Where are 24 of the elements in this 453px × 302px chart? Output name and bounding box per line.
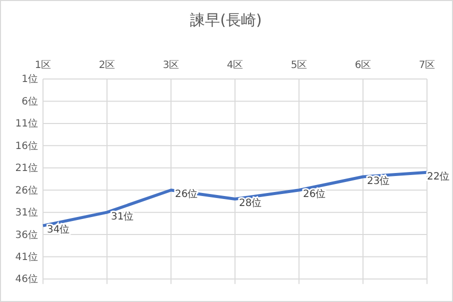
y-tick-label: 21位 bbox=[15, 162, 38, 174]
x-tick-label: 5区 bbox=[290, 60, 308, 71]
y-tick-label: 31位 bbox=[15, 206, 38, 219]
x-tick-label: 3区 bbox=[162, 60, 180, 71]
data-label: 34位 bbox=[47, 224, 70, 236]
data-label: 26位 bbox=[303, 188, 326, 200]
y-tick-label: 26位 bbox=[15, 184, 38, 196]
y-tick-label: 1位 bbox=[22, 73, 38, 86]
y-tick-label: 36位 bbox=[15, 228, 38, 241]
data-label: 22位 bbox=[427, 170, 450, 182]
data-label: 31位 bbox=[111, 210, 134, 222]
y-tick-label: 46位 bbox=[15, 273, 38, 286]
x-tick-label: 1区 bbox=[34, 60, 52, 71]
data-label: 23位 bbox=[367, 174, 390, 187]
y-tick-label: 16位 bbox=[15, 140, 38, 152]
x-tick-label: 4区 bbox=[226, 60, 244, 71]
chart-title: 諫早(長崎) bbox=[190, 11, 262, 29]
y-tick-label: 6位 bbox=[22, 95, 38, 108]
y-tick-label: 11位 bbox=[15, 118, 38, 130]
data-label: 28位 bbox=[239, 197, 262, 209]
x-tick-label: 2区 bbox=[98, 60, 116, 71]
x-tick-label: 6区 bbox=[354, 60, 372, 71]
x-tick-label: 7区 bbox=[418, 60, 436, 71]
y-tick-label: 41位 bbox=[15, 250, 38, 263]
